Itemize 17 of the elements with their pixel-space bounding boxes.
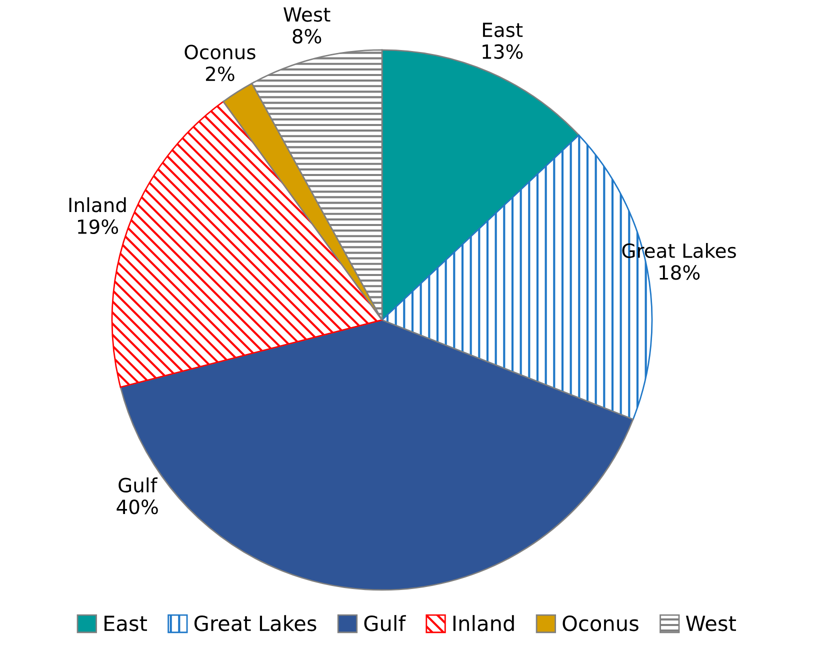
legend-label: East bbox=[104, 616, 147, 632]
slice-label: West bbox=[284, 7, 330, 22]
data-label: 2% bbox=[206, 66, 234, 82]
data-label: 8% bbox=[292, 28, 322, 44]
legend-label: Great Lakes bbox=[194, 615, 316, 632]
data-label: 18% bbox=[660, 265, 700, 280]
legend-label: Inland bbox=[453, 615, 514, 632]
legend-label: Oconus bbox=[562, 615, 638, 632]
slice-label: East bbox=[483, 22, 523, 38]
data-label: 13% bbox=[482, 44, 523, 59]
slice-label: Oconus bbox=[184, 44, 256, 60]
data-label: 19% bbox=[78, 219, 118, 234]
legend-label: Gulf bbox=[364, 615, 406, 632]
data-label: 40% bbox=[116, 500, 158, 514]
slice-label: Inland bbox=[69, 197, 126, 212]
slice-label: Gulf bbox=[118, 477, 158, 492]
legend-label: West bbox=[686, 616, 736, 632]
